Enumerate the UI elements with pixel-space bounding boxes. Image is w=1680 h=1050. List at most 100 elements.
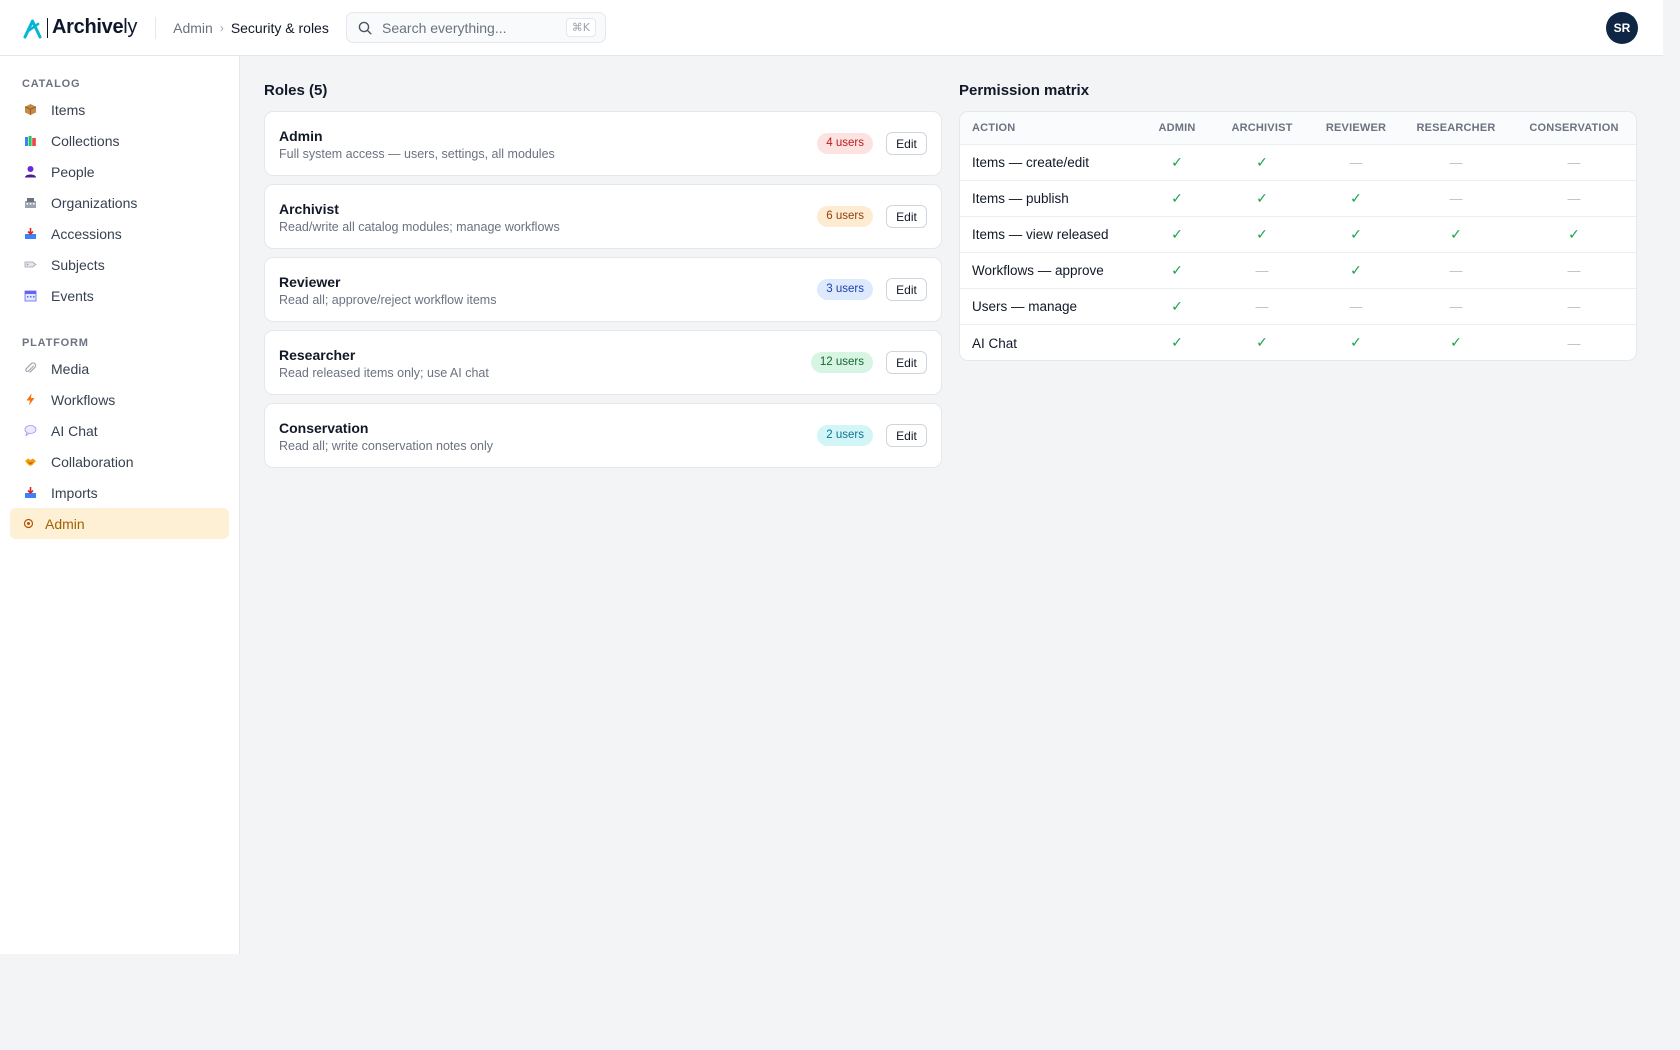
role-description: Full system access — users, settings, al…: [279, 147, 555, 161]
edit-role-button[interactable]: Edit: [886, 278, 927, 301]
dash-icon: —: [1449, 191, 1463, 206]
sidebar-item-label: Admin: [45, 515, 85, 532]
column-header-archivist: ARCHIVIST: [1231, 122, 1293, 134]
sidebar-item-subjects[interactable]: Subjects: [10, 249, 229, 280]
search-input[interactable]: Search everything...: [382, 19, 507, 36]
sidebar-item-workflows[interactable]: Workflows: [10, 384, 229, 415]
check-icon: ✓: [1350, 190, 1362, 207]
check-icon: ✓: [1171, 190, 1183, 207]
edit-role-button[interactable]: Edit: [886, 351, 927, 374]
column-header-conservation: CONSERVATION: [1529, 122, 1619, 134]
dash-icon: —: [1449, 155, 1463, 170]
sidebar-item-label: Workflows: [51, 391, 116, 408]
role-name: Archivist: [279, 201, 339, 217]
role-description: Read/write all catalog modules; manage w…: [279, 220, 560, 234]
sidebar: CATALOG Items Collections People Organiz…: [0, 56, 240, 954]
archively-logo-icon: [23, 19, 42, 38]
sidebar-item-imports[interactable]: Imports: [10, 477, 229, 508]
edit-role-button[interactable]: Edit: [886, 205, 927, 228]
dash-icon: —: [1255, 299, 1269, 314]
sidebar-item-people[interactable]: People: [10, 156, 229, 187]
role-name: Admin: [279, 128, 323, 144]
sidebar-item-collections[interactable]: Collections: [10, 125, 229, 156]
top-bar: Archively Admin › Security & roles: [0, 0, 1663, 56]
role-card-researcher: Researcher Read released items only; use…: [264, 330, 942, 395]
sidebar-item-label: Collections: [51, 132, 120, 149]
check-icon: ✓: [1171, 335, 1183, 351]
package-icon: [24, 104, 37, 115]
role-card-reviewer: Reviewer Read all; approve/reject workfl…: [264, 257, 942, 322]
sidebar-item-label: Media: [51, 360, 90, 377]
role-name: Conservation: [279, 420, 369, 436]
sidebar-item-admin[interactable]: Admin: [10, 508, 229, 539]
user-count-badge: 6 users: [817, 206, 873, 227]
role-card-admin: Admin Full system access — users, settin…: [264, 111, 942, 176]
permission-action-label: Items — publish: [972, 191, 1069, 206]
edit-role-button[interactable]: Edit: [886, 424, 927, 447]
table-row: AI Chat ✓ ✓ ✓ ✓ —: [960, 325, 1636, 360]
dash-icon: —: [1567, 263, 1581, 278]
table-row: Users — manage ✓ — — — —: [960, 289, 1636, 325]
breadcrumb-parent[interactable]: Admin: [173, 19, 213, 36]
role-name: Reviewer: [279, 274, 341, 290]
sidebar-item-label: Organizations: [51, 194, 138, 211]
permission-action-label: Items — view released: [972, 227, 1109, 242]
check-icon: ✓: [1450, 335, 1462, 351]
permission-action-label: Items — create/edit: [972, 155, 1090, 170]
breadcrumb-current: Security & roles: [230, 19, 329, 36]
dash-icon: —: [1449, 263, 1463, 278]
role-card-conservation: Conservation Read all; write conservatio…: [264, 403, 942, 468]
table-row: Items — publish ✓ ✓ ✓ — —: [960, 181, 1636, 217]
dash-icon: —: [1567, 191, 1581, 206]
permission-matrix-table: ACTION ADMIN ARCHIVIST REVIEWER RESEARCH…: [959, 111, 1637, 361]
paperclip-icon: [25, 362, 37, 373]
role-description: Read all; write conservation notes only: [279, 439, 494, 453]
column-header-admin: ADMIN: [1158, 122, 1196, 134]
dash-icon: —: [1349, 155, 1363, 170]
check-icon: ✓: [1171, 298, 1183, 315]
app-logo[interactable]: Archively: [22, 0, 137, 56]
permission-action-label: Workflows — approve: [972, 263, 1104, 278]
sidebar-item-label: Accessions: [51, 225, 122, 242]
app-name: Archively: [52, 16, 138, 38]
chevron-right-icon: ›: [219, 20, 224, 35]
check-icon: ✓: [1256, 154, 1268, 171]
sidebar-item-events[interactable]: Events: [10, 280, 229, 311]
dash-icon: —: [1349, 299, 1363, 314]
check-icon: ✓: [1256, 335, 1268, 351]
column-header-reviewer: REVIEWER: [1325, 122, 1387, 134]
check-icon: ✓: [1450, 226, 1462, 243]
dash-icon: —: [1567, 299, 1581, 314]
breadcrumb: Admin › Security & roles: [173, 20, 329, 36]
roles-title: Roles (5): [264, 82, 328, 99]
edit-role-button[interactable]: Edit: [886, 132, 927, 155]
permission-matrix-title: Permission matrix: [959, 82, 1090, 99]
sidebar-item-items[interactable]: Items: [10, 94, 229, 125]
table-row: Workflows — approve ✓ — ✓ — —: [960, 253, 1636, 289]
user-count-badge: 3 users: [817, 279, 873, 300]
user-count-badge: 12 users: [810, 352, 873, 373]
sidebar-item-accessions[interactable]: Accessions: [10, 218, 229, 249]
table-row: Items — create/edit ✓ ✓ — — —: [960, 145, 1636, 181]
role-description: Read released items only; use AI chat: [279, 366, 489, 380]
column-header-researcher: RESEARCHER: [1416, 122, 1496, 134]
person-icon: [25, 166, 36, 178]
search-shortcut-hint: ⌘K: [565, 18, 596, 37]
handshake-icon: [25, 458, 36, 466]
check-icon: ✓: [1171, 154, 1183, 171]
logo-separator: [47, 17, 48, 38]
table-row: Items — view released ✓ ✓ ✓ ✓ ✓: [960, 217, 1636, 253]
check-icon: ✓: [1350, 226, 1362, 243]
sidebar-item-ai-chat[interactable]: AI Chat: [10, 415, 229, 446]
tag-icon: [24, 261, 37, 268]
header-divider: [155, 16, 157, 39]
user-avatar[interactable]: SR: [1606, 12, 1638, 44]
gear-icon: [23, 518, 34, 529]
sidebar-item-label: Items: [51, 101, 86, 118]
sidebar-item-media[interactable]: Media: [10, 353, 229, 384]
search-box[interactable]: Search everything... ⌘K: [346, 12, 606, 43]
check-icon: ✓: [1256, 226, 1268, 243]
sidebar-item-organizations[interactable]: Organizations: [10, 187, 229, 218]
sidebar-item-collaboration[interactable]: Collaboration: [10, 446, 229, 477]
role-card-archivist: Archivist Read/write all catalog modules…: [264, 184, 942, 249]
